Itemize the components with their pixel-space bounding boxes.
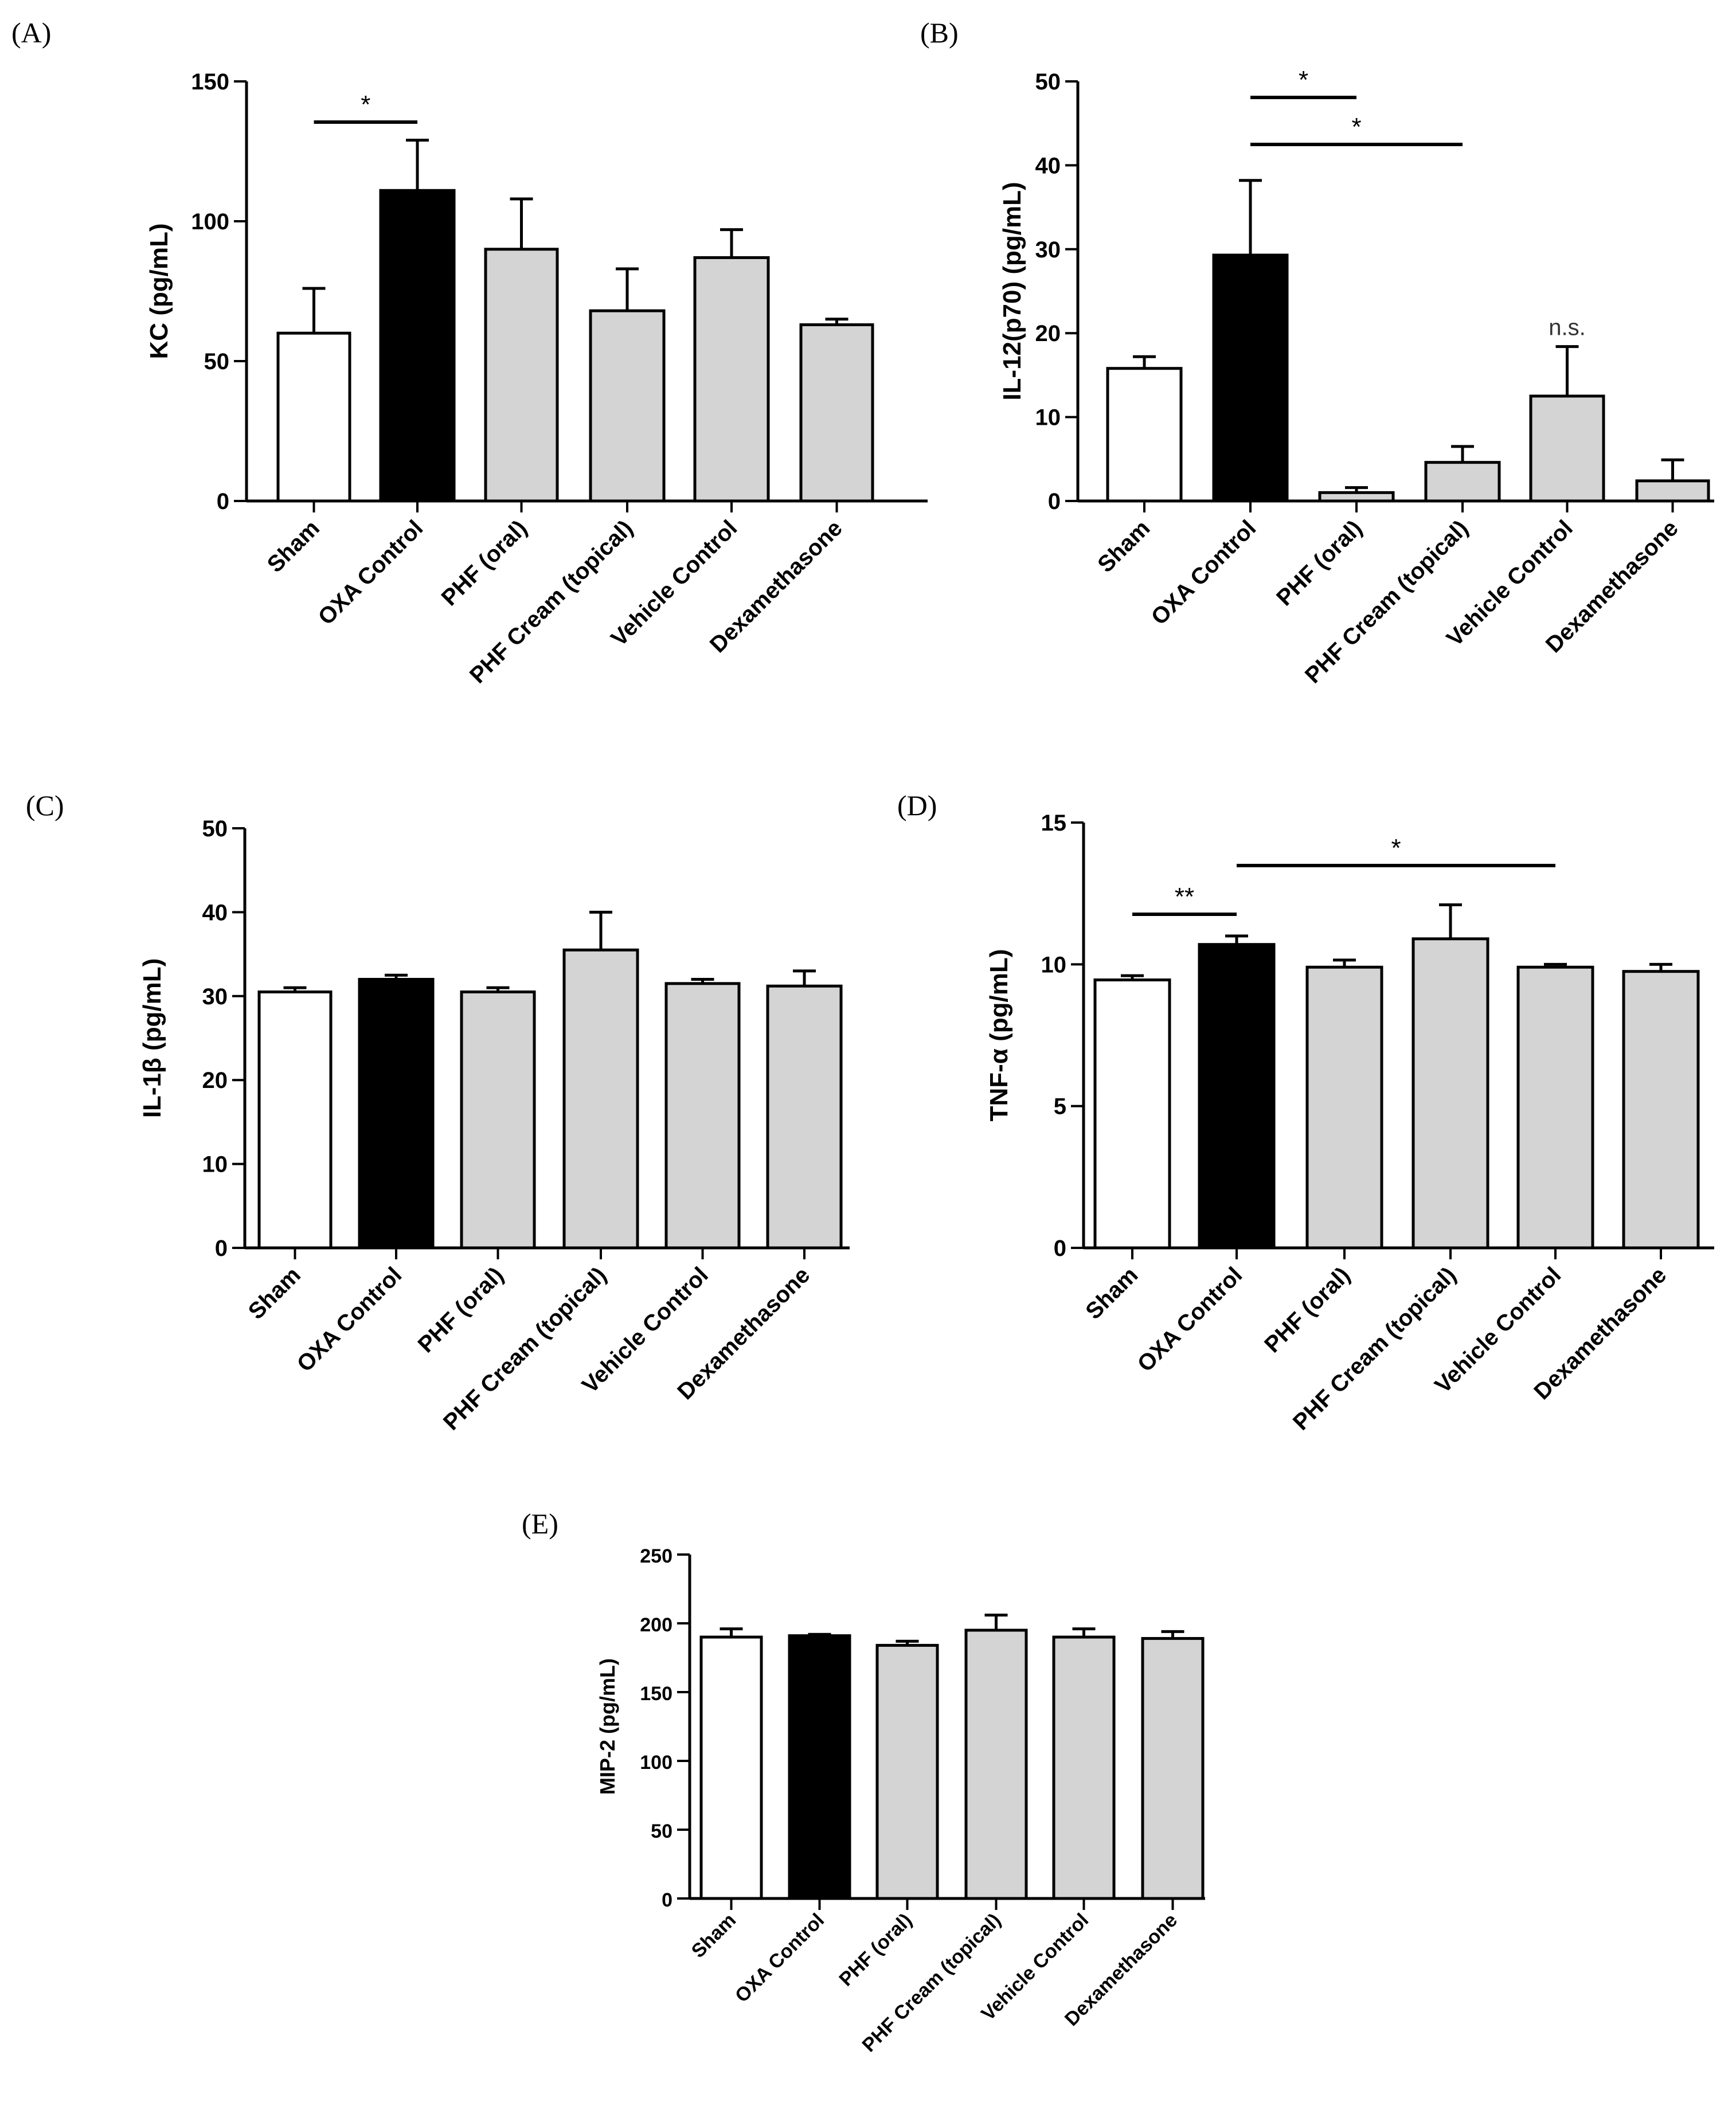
y-tick-label: 100 [640, 1752, 672, 1774]
y-tick-label: 5 [1054, 1094, 1066, 1119]
x-tick-label: PHF (oral) [1260, 1262, 1355, 1357]
significance-label: * [1351, 113, 1361, 141]
y-axis-label: IL-12(p70) (pg/mL) [998, 182, 1026, 400]
panel-label: (D) [897, 789, 937, 821]
ns-annotation: n.s. [1549, 315, 1585, 340]
y-tick-label: 0 [662, 1889, 672, 1911]
y-tick-label: 50 [1035, 69, 1061, 95]
y-tick-label: 10 [202, 1152, 228, 1177]
y-tick-label: 150 [191, 69, 229, 95]
y-axis-label: MIP-2 (pg/mL) [596, 1658, 619, 1795]
y-tick-label: 20 [202, 1068, 228, 1093]
bar [788, 1634, 851, 1900]
y-axis-label: KC (pg/mL) [145, 223, 173, 359]
bar [379, 189, 456, 503]
bar [1516, 965, 1594, 1250]
significance-label: * [361, 91, 370, 119]
y-tick-label: 40 [1035, 153, 1061, 178]
x-tick-label: Sham [1093, 515, 1155, 577]
x-tick-label: PHF (oral) [413, 1262, 509, 1357]
bar [1198, 943, 1276, 1250]
bar [875, 1643, 939, 1900]
significance-label: * [1391, 834, 1401, 862]
significance-label: * [1299, 66, 1308, 94]
bar [664, 982, 741, 1250]
x-tick-label: Sham [263, 515, 324, 577]
bar [1622, 970, 1700, 1250]
bar [1318, 491, 1395, 503]
bar [1052, 1635, 1116, 1900]
bar [358, 978, 435, 1250]
bar [1212, 253, 1289, 503]
y-tick-label: 200 [640, 1614, 672, 1636]
bar [693, 256, 770, 503]
bar [1106, 367, 1183, 503]
x-tick-label: PHF (oral) [437, 515, 532, 610]
y-tick-label: 15 [1041, 811, 1067, 836]
bar [460, 990, 536, 1250]
bar [699, 1635, 763, 1900]
y-tick-label: 30 [202, 984, 228, 1009]
bar [589, 309, 666, 503]
x-tick-label: OXA Control [731, 1909, 828, 2007]
bar [1305, 965, 1383, 1250]
bar [1635, 479, 1710, 503]
x-tick-label: OXA Control [292, 1262, 407, 1377]
panel-label: (E) [522, 1508, 558, 1540]
y-tick-label: 150 [640, 1683, 672, 1705]
x-tick-label: Sham [1081, 1262, 1143, 1324]
y-axis-label: TNF-α (pg/mL) [985, 949, 1013, 1122]
y-tick-label: 30 [1035, 237, 1061, 263]
bar [1412, 937, 1489, 1250]
x-tick-label: PHF (oral) [835, 1909, 916, 1991]
y-tick-label: 0 [1054, 1236, 1066, 1261]
x-tick-label: OXA Control [1147, 515, 1261, 630]
bar [1424, 461, 1501, 503]
y-tick-label: 50 [651, 1821, 672, 1842]
bar [1141, 1637, 1205, 1900]
x-tick-label: OXA Control [1133, 1262, 1248, 1377]
y-tick-label: 0 [217, 489, 229, 514]
bar [964, 1628, 1028, 1900]
bar [1529, 394, 1605, 503]
y-tick-label: 10 [1035, 405, 1061, 430]
x-tick-label: OXA Control [314, 515, 428, 630]
x-tick-label: Sham [244, 1262, 306, 1324]
y-tick-label: 0 [1048, 489, 1061, 514]
panel-label: (B) [920, 17, 959, 49]
panel-label: (C) [26, 789, 64, 821]
y-axis-label: IL-1β (pg/mL) [138, 958, 166, 1118]
y-tick-label: 250 [640, 1545, 672, 1567]
y-tick-label: 100 [191, 209, 229, 234]
bar [257, 990, 333, 1250]
significance-label: ** [1175, 883, 1194, 911]
y-tick-label: 20 [1035, 321, 1061, 346]
bar [766, 984, 843, 1250]
x-tick-label: Sham [687, 1909, 740, 1962]
chart-panel-b: (B) IL-12(p70) (pg/mL) 0 10 20 30 40 50 ShamOXA … [920, 17, 1714, 688]
y-tick-label: 50 [202, 816, 228, 841]
y-tick-label: 0 [215, 1236, 228, 1261]
y-tick-label: 40 [202, 900, 228, 925]
y-tick-label: 50 [204, 349, 230, 374]
y-tick-label: 10 [1041, 952, 1067, 977]
panel-label: (A) [11, 17, 51, 49]
bar [484, 248, 559, 503]
x-tick-label: PHF (oral) [1272, 515, 1367, 610]
bar [276, 331, 351, 503]
bar [1093, 978, 1171, 1250]
bar [562, 948, 639, 1250]
bar [799, 323, 874, 503]
